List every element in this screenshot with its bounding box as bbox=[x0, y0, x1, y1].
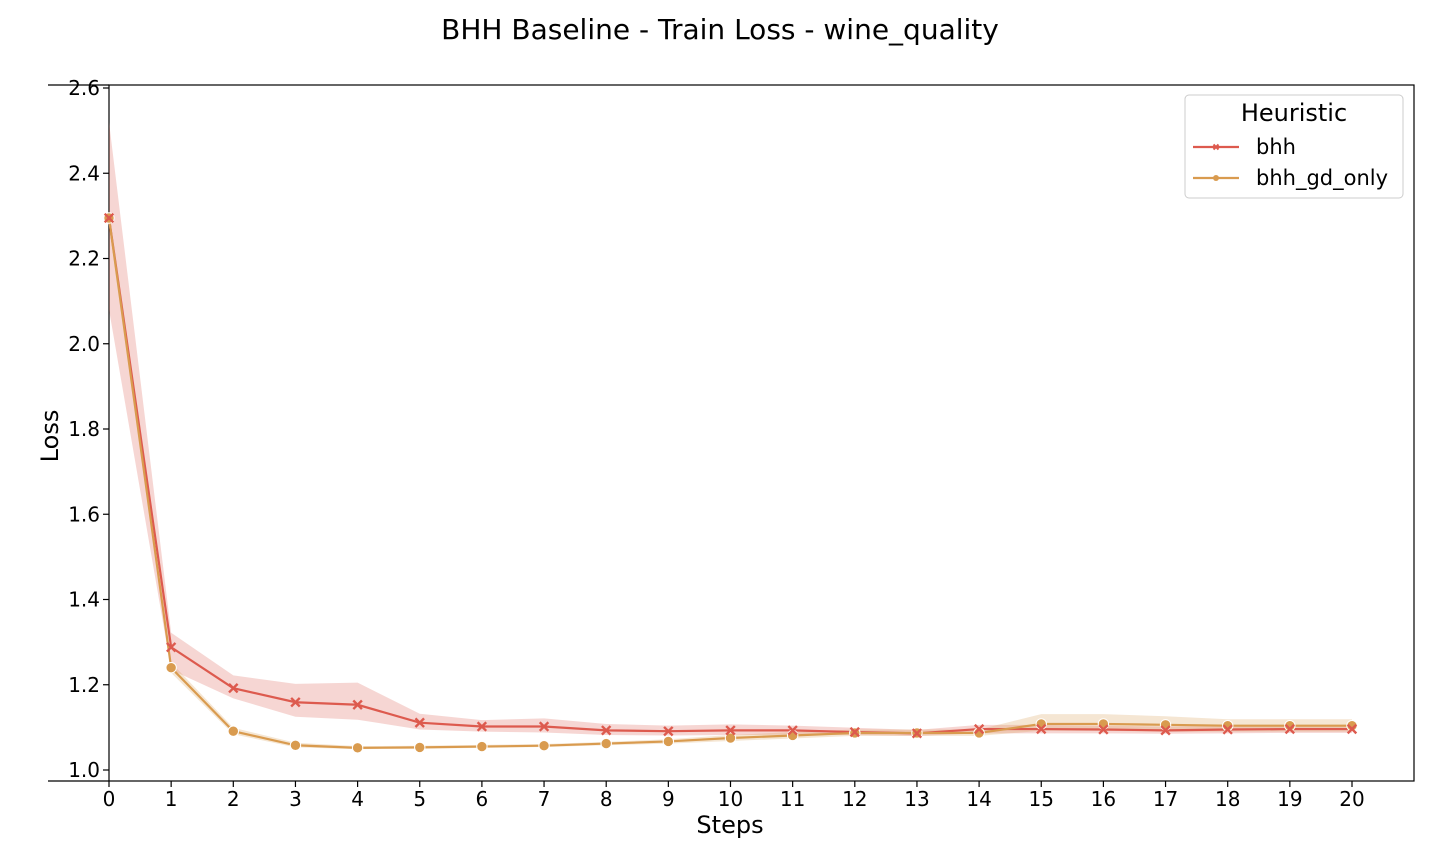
data-point-bhh_gd_only bbox=[1097, 718, 1110, 730]
x-axis-ticks: 0 1 2 3 4 5 6 7 8 9 10 11 12 13 14 15 16 17 18 19 20 bbox=[103, 781, 1365, 811]
plot-frame bbox=[108, 84, 1415, 782]
series-line-bhh bbox=[107, 217, 1352, 735]
series-markers bbox=[103, 212, 1358, 754]
x-tick-label: 14 bbox=[966, 787, 991, 811]
data-point-bhh_gd_only bbox=[1346, 719, 1358, 732]
chart-title: BHH Baseline - Train Loss - wine_quality bbox=[441, 13, 999, 46]
data-point-bhh bbox=[103, 212, 115, 224]
data-point-bhh_gd_only bbox=[662, 735, 675, 748]
data-point-bhh bbox=[1036, 723, 1047, 735]
x-tick-label: 6 bbox=[476, 787, 489, 811]
data-point-bhh bbox=[1098, 724, 1109, 735]
x-tick-label: 2 bbox=[227, 787, 240, 811]
y-tick-label: 2.6 bbox=[68, 76, 100, 100]
x-tick-label: 16 bbox=[1091, 787, 1116, 811]
legend: Heuristic bhh bhh_gd_only bbox=[1184, 94, 1404, 199]
y-axis-ticks: 1.0 1.2 1.4 1.6 1.8 2.0 2.2 2.4 2.6 bbox=[68, 76, 109, 782]
data-point-bhh bbox=[849, 726, 860, 738]
data-point-bhh bbox=[476, 721, 488, 732]
data-point-bhh_gd_only bbox=[165, 662, 177, 674]
data-point-bhh bbox=[352, 699, 363, 710]
x-tick-label: 5 bbox=[413, 787, 426, 811]
y-tick-label: 2.4 bbox=[68, 161, 100, 185]
y-tick-label: 1.8 bbox=[68, 417, 100, 441]
x-tick-label: 10 bbox=[718, 787, 743, 811]
data-point-bhh_gd_only bbox=[538, 740, 550, 752]
data-point-bhh bbox=[601, 725, 612, 736]
data-point-bhh_gd_only bbox=[1284, 719, 1296, 732]
x-tick-label: 7 bbox=[538, 787, 551, 811]
y-tick-label: 2.0 bbox=[68, 332, 100, 356]
data-point-bhh bbox=[414, 717, 425, 728]
y-tick-label: 1.4 bbox=[68, 588, 100, 612]
data-point-bhh_gd_only bbox=[414, 741, 426, 754]
data-point-bhh_gd_only bbox=[351, 742, 364, 754]
data-point-bhh bbox=[787, 725, 798, 736]
x-tick-label: 9 bbox=[662, 787, 675, 811]
y-tick-label: 1.0 bbox=[68, 758, 100, 782]
legend-label: bhh bbox=[1256, 135, 1296, 159]
legend-box bbox=[1184, 94, 1404, 199]
y-axis-label: Loss bbox=[36, 410, 64, 463]
confidence-band-bhh bbox=[109, 122, 1352, 736]
y-tick-label: 1.6 bbox=[68, 502, 100, 526]
x-tick-label: 11 bbox=[780, 787, 805, 811]
data-point-bhh bbox=[1284, 723, 1295, 735]
data-point-bhh bbox=[228, 683, 239, 694]
x-tick-label: 18 bbox=[1215, 787, 1240, 811]
data-point-bhh_gd_only bbox=[476, 740, 488, 753]
legend-label: bhh_gd_only bbox=[1256, 166, 1388, 191]
y-tick-label: 1.2 bbox=[68, 673, 100, 697]
legend-item-bhh: bhh bbox=[1193, 135, 1296, 159]
y-tick-label: 2.2 bbox=[68, 247, 100, 271]
x-tick-label: 19 bbox=[1277, 787, 1302, 811]
data-point-bhh_gd_only bbox=[289, 739, 302, 751]
data-point-bhh bbox=[663, 726, 674, 737]
x-tick-label: 17 bbox=[1153, 787, 1178, 811]
x-tick-label: 8 bbox=[600, 787, 613, 811]
series-line-bhh_gd_only bbox=[107, 217, 1352, 749]
x-tick-label: 15 bbox=[1029, 787, 1054, 811]
confidence-band-bhh_gd_only bbox=[109, 211, 1352, 750]
data-point-bhh bbox=[973, 723, 985, 735]
data-point-bhh_gd_only bbox=[1159, 719, 1172, 731]
legend-marker bbox=[1213, 175, 1219, 181]
series-lines bbox=[107, 217, 1352, 749]
legend-marker bbox=[1212, 143, 1220, 151]
legend-item-bhh_gd_only: bhh_gd_only bbox=[1193, 166, 1388, 191]
data-point-bhh_gd_only bbox=[724, 732, 737, 744]
legend-entries: bhh bhh_gd_only bbox=[1193, 135, 1388, 191]
confidence-bands bbox=[109, 122, 1352, 750]
x-tick-label: 12 bbox=[842, 787, 867, 811]
x-tick-label: 3 bbox=[289, 787, 302, 811]
data-point-bhh bbox=[1160, 725, 1171, 736]
data-point-bhh_gd_only bbox=[600, 737, 612, 750]
data-point-bhh bbox=[725, 725, 736, 736]
x-tick-label: 20 bbox=[1339, 787, 1364, 811]
x-axis-label: Steps bbox=[696, 811, 763, 839]
plot-area bbox=[48, 84, 1415, 782]
data-point-bhh bbox=[1346, 723, 1358, 735]
x-tick-label: 0 bbox=[103, 787, 116, 811]
data-point-bhh_gd_only bbox=[227, 725, 240, 737]
data-point-bhh bbox=[166, 642, 177, 653]
x-tick-label: 13 bbox=[904, 787, 929, 811]
data-point-bhh bbox=[538, 721, 550, 732]
x-tick-label: 1 bbox=[165, 787, 178, 811]
data-point-bhh bbox=[911, 728, 923, 739]
data-point-bhh bbox=[290, 697, 301, 708]
legend-title: Heuristic bbox=[1241, 99, 1347, 127]
x-tick-label: 4 bbox=[351, 787, 364, 811]
data-point-bhh bbox=[1222, 724, 1233, 735]
